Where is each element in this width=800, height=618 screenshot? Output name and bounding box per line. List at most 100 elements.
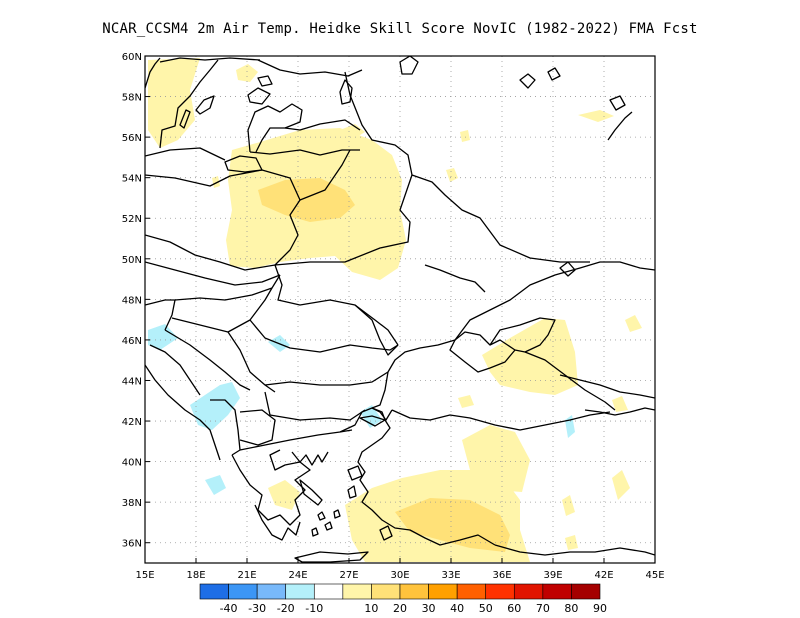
lake-peipus [339,79,353,105]
shade-greece-neg10 [205,475,226,495]
georgia-border [559,374,655,399]
bosphorus [371,407,393,421]
x-tick-label: 18E [186,570,205,581]
shade-d1-10 [446,168,458,182]
shade-e4-10 [612,470,630,500]
volga-river [607,111,633,141]
y-tick-label: 58N [122,93,142,104]
shade-sweden-10 [148,58,200,148]
peloponnese [254,504,301,541]
y-tick-label: 38N [122,498,142,509]
shade-d2-10 [460,130,470,142]
macedonia [239,409,276,446]
cyclades-3 [333,509,341,519]
y-tick-label: 46N [122,336,142,347]
serbia [164,329,251,391]
x-tick-label: 27E [339,570,358,581]
shade-e1-10 [578,110,614,122]
shade-croatia-neg10 [148,324,178,350]
russia-ukraine [454,261,655,341]
shade-gulf-10 [236,64,258,82]
cyclades-4 [311,527,319,537]
shade-aegean-10 [268,480,300,510]
y-axis: 36N 38N 40N 42N 44N 46N 48N 50N 52N 54N 56N 58N 60N [122,52,150,550]
latvia-coast [247,103,303,153]
colorbar-swatch [428,583,458,600]
croatia-coast [145,364,221,461]
colorbar-label: -10 [305,602,323,615]
sweden-coast-2 [145,57,161,89]
czech-slovak [145,261,281,286]
syria-border [494,544,655,556]
dnieper-1 [424,264,486,293]
turkey-west [339,407,496,546]
shade-e3-10 [612,396,628,412]
y-tick-label: 40N [122,458,142,469]
slovak-hungary [174,274,281,301]
black-sea-south [391,409,611,431]
shade-turkey-20 [395,498,510,552]
shade-s1-10 [562,495,575,516]
y-tick-label: 60N [122,52,142,63]
colorbar-swatch [371,583,401,600]
colorbar-swatch [313,583,344,600]
lake-3 [609,95,626,111]
latvia-lith-border [249,149,360,156]
sea-marmara [359,415,386,427]
serbia-2 [227,331,276,393]
poland-coast [145,147,226,161]
russia-west-border [344,71,590,263]
colorbar-swatch [399,583,429,600]
oland [179,109,191,129]
colorbar-label: 20 [393,602,407,615]
x-tick-label: 42E [594,570,613,581]
azov [489,317,556,353]
shade-s2-10 [565,535,578,550]
sweden-coast [159,59,219,149]
romania-border [249,319,399,353]
x-tick-label: 33E [441,570,460,581]
shade-w1-10 [212,176,220,188]
x-tick-label: 36E [492,570,511,581]
y-tick-label: 54N [122,174,142,185]
caucasus-coast [524,351,616,411]
colorbar-swatch [256,583,287,600]
x-tick-label: 15E [135,570,154,581]
poland-border [145,169,263,187]
y-tick-label: 44N [122,376,142,387]
colorbar-swatch [513,583,544,600]
estonia-latvia-border [284,119,361,131]
colorbar-label: -30 [248,602,266,615]
colorbar-swatch [542,583,572,600]
shade-n-10 [340,124,365,140]
lithuania-border [261,149,351,201]
lake-1 [519,73,536,89]
colorbar-swatch [342,583,372,600]
estonia-coast [257,59,363,77]
x-axis: 15E 18E 21E 24E 27E 30E 33E 36E 39E 42E 45E [135,558,665,581]
hiiumaa [257,75,273,87]
albania [210,399,241,456]
shade-belarus-20 [258,178,355,222]
x-tick-label: 24E [288,570,307,581]
map-title: NCAR_CCSM4 2m Air Temp. Heidke Skill Sco… [102,21,698,37]
cyclades-1 [317,511,326,521]
colorbar: -40 -30 -20 -10 10 20 30 40 50 60 70 80 90 [199,583,607,615]
crimea [449,331,516,373]
shade-anatolia-10 [462,425,530,492]
gotland [195,95,215,115]
colorbar-label: 60 [507,602,521,615]
colorbar-swatch [571,583,601,600]
shade-e2-10 [625,315,642,332]
euboea [299,479,323,506]
coastlines-borders [145,56,655,563]
baltic-finland [159,57,261,63]
y-tick-label: 48N [122,295,142,306]
colorbar-label: 40 [450,602,464,615]
x-tick-label: 30E [390,570,409,581]
colorbar-label: 10 [364,602,378,615]
shade-crimea-10 [482,318,578,395]
lake-2 [547,67,561,81]
colorbar-swatch [199,583,229,600]
